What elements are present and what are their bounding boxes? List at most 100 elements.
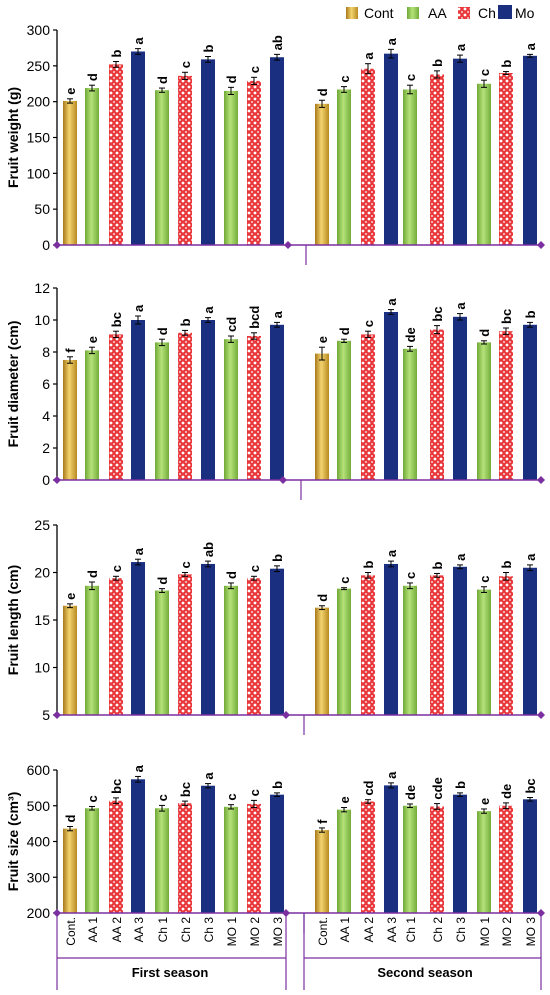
significance-letter: b xyxy=(178,318,193,326)
significance-letter: e xyxy=(477,798,492,805)
x-axis-category-labels: Cont. AA 1 AA 2 AA 3 Ch 1 Ch 2 Ch 3 MO 1 MO 2 MO … xyxy=(56,913,542,990)
significance-letter: b xyxy=(523,310,538,318)
significance-letter: f xyxy=(315,819,330,824)
significance-letter: de xyxy=(403,785,418,800)
bar-ch-mo2-s1 xyxy=(247,80,261,245)
significance-letter: ab xyxy=(270,35,285,50)
significance-letter: a xyxy=(384,549,399,557)
bar-ch-ch2-s1 xyxy=(178,332,192,480)
significance-letter: b xyxy=(499,561,514,569)
significance-letter: b xyxy=(453,781,468,789)
significance-letter: c xyxy=(155,794,170,801)
bar-mo-ch3-s2 xyxy=(453,566,467,715)
season-label-first: First season xyxy=(132,965,209,980)
significance-letter: a xyxy=(384,37,399,45)
bar-cont-cont-s2 xyxy=(315,103,329,245)
bar-aa-ch1-s1 xyxy=(155,590,169,715)
bar-mo-mo3-s2 xyxy=(523,324,537,480)
legend-item-mo: Mo xyxy=(498,5,535,21)
significance-letter: a xyxy=(131,764,146,772)
y-tick-label: 150 xyxy=(27,130,51,146)
bar-ch-ch2-s1 xyxy=(178,803,192,913)
y-tick-label: 20 xyxy=(34,565,50,581)
bar-mo-aa3-s1 xyxy=(131,562,145,715)
x-category-label: MO 3 xyxy=(271,917,285,947)
y-tick-label: 6 xyxy=(42,376,50,392)
legend-label-mo: Mo xyxy=(515,5,535,21)
y-tick-label: 0 xyxy=(42,237,50,253)
bar-aa-ch1-s2 xyxy=(403,89,417,245)
significance-letter: d xyxy=(63,814,78,822)
significance-letter: d xyxy=(337,327,352,335)
significance-letter: b xyxy=(430,59,445,67)
significance-letter: b xyxy=(109,50,124,58)
bar-aa-aa1-s1 xyxy=(85,350,99,480)
bar-mo-aa3-s2 xyxy=(384,563,398,715)
bar-cont-cont-s1 xyxy=(63,360,77,480)
x-category-label: AA 2 xyxy=(362,917,376,943)
bar-cont-cont-s2 xyxy=(315,353,329,480)
y-tick-label: 12 xyxy=(34,280,50,296)
y-tick-label: 100 xyxy=(27,165,51,181)
x-category-label: Cont. xyxy=(64,917,78,946)
y-tick-label: 10 xyxy=(34,660,50,676)
significance-letter: c xyxy=(247,66,262,73)
significance-letter: e xyxy=(85,336,100,343)
significance-letter: cd xyxy=(361,780,376,795)
bar-ch-aa2-s2 xyxy=(361,801,375,913)
bar-aa-aa1-s1 xyxy=(85,808,99,913)
significance-letter: c xyxy=(361,320,376,327)
bar-ch-ch2-s1 xyxy=(178,574,192,715)
significance-letter: cd xyxy=(224,317,239,332)
significance-letter: a xyxy=(270,310,285,318)
significance-letter: c xyxy=(109,565,124,572)
bar-aa-ch1-s1 xyxy=(155,342,169,480)
y-tick-label: 25 xyxy=(34,517,50,533)
bar-cont-cont-s1 xyxy=(63,828,77,913)
bar-mo-ch3-s1 xyxy=(201,320,215,480)
legend-item-cont: Cont xyxy=(346,5,394,21)
bar-mo-mo3-s1 xyxy=(270,568,284,715)
y-tick-label: 400 xyxy=(27,834,51,850)
bar-mo-ch3-s1 xyxy=(201,563,215,715)
x-category-label: Ch 3 xyxy=(202,917,216,943)
bar-mo-ch3-s2 xyxy=(453,794,467,913)
bar-ch-mo2-s2 xyxy=(499,805,513,913)
significance-letter: e xyxy=(63,593,78,600)
significance-letter: c xyxy=(337,576,352,583)
bar-ch-mo2-s2 xyxy=(499,576,513,715)
significance-letter: d xyxy=(155,76,170,84)
significance-letter: bc xyxy=(178,782,193,797)
bar-aa-mo1-s1 xyxy=(224,806,238,913)
bar-ch-mo2-s2 xyxy=(499,73,513,245)
significance-letter: a xyxy=(453,553,468,561)
bar-mo-aa3-s2 xyxy=(384,785,398,913)
bar-mo-aa3-s2 xyxy=(384,53,398,246)
y-tick-label: 300 xyxy=(27,869,51,885)
significance-letter: c xyxy=(403,74,418,81)
baseline-marker xyxy=(284,241,292,249)
significance-letter: d xyxy=(477,329,492,337)
significance-letter: c xyxy=(337,75,352,82)
bar-mo-aa3-s1 xyxy=(131,51,145,245)
significance-letter: d xyxy=(315,594,330,602)
x-category-label: Ch 2 xyxy=(179,917,193,943)
bar-ch-ch2-s2 xyxy=(430,575,444,715)
significance-letter: de xyxy=(403,327,418,342)
significance-letter: d xyxy=(155,577,170,585)
significance-letter: cde xyxy=(430,777,445,799)
bar-aa-mo1-s2 xyxy=(477,589,491,715)
x-category-label: AA 3 xyxy=(132,917,146,943)
y-tick-label: 300 xyxy=(27,22,51,38)
significance-letter: c xyxy=(403,572,418,579)
legend: Cont AA Ch Mo xyxy=(346,5,535,21)
y-tick-label: 2 xyxy=(42,440,50,456)
bar-mo-aa3-s1 xyxy=(131,320,145,480)
x-category-label: Ch 1 xyxy=(404,917,418,943)
bar-ch-mo2-s1 xyxy=(247,336,261,480)
x-category-label: MO 1 xyxy=(478,917,492,947)
significance-letter: d xyxy=(315,88,330,96)
x-category-label: Ch 2 xyxy=(431,917,445,943)
